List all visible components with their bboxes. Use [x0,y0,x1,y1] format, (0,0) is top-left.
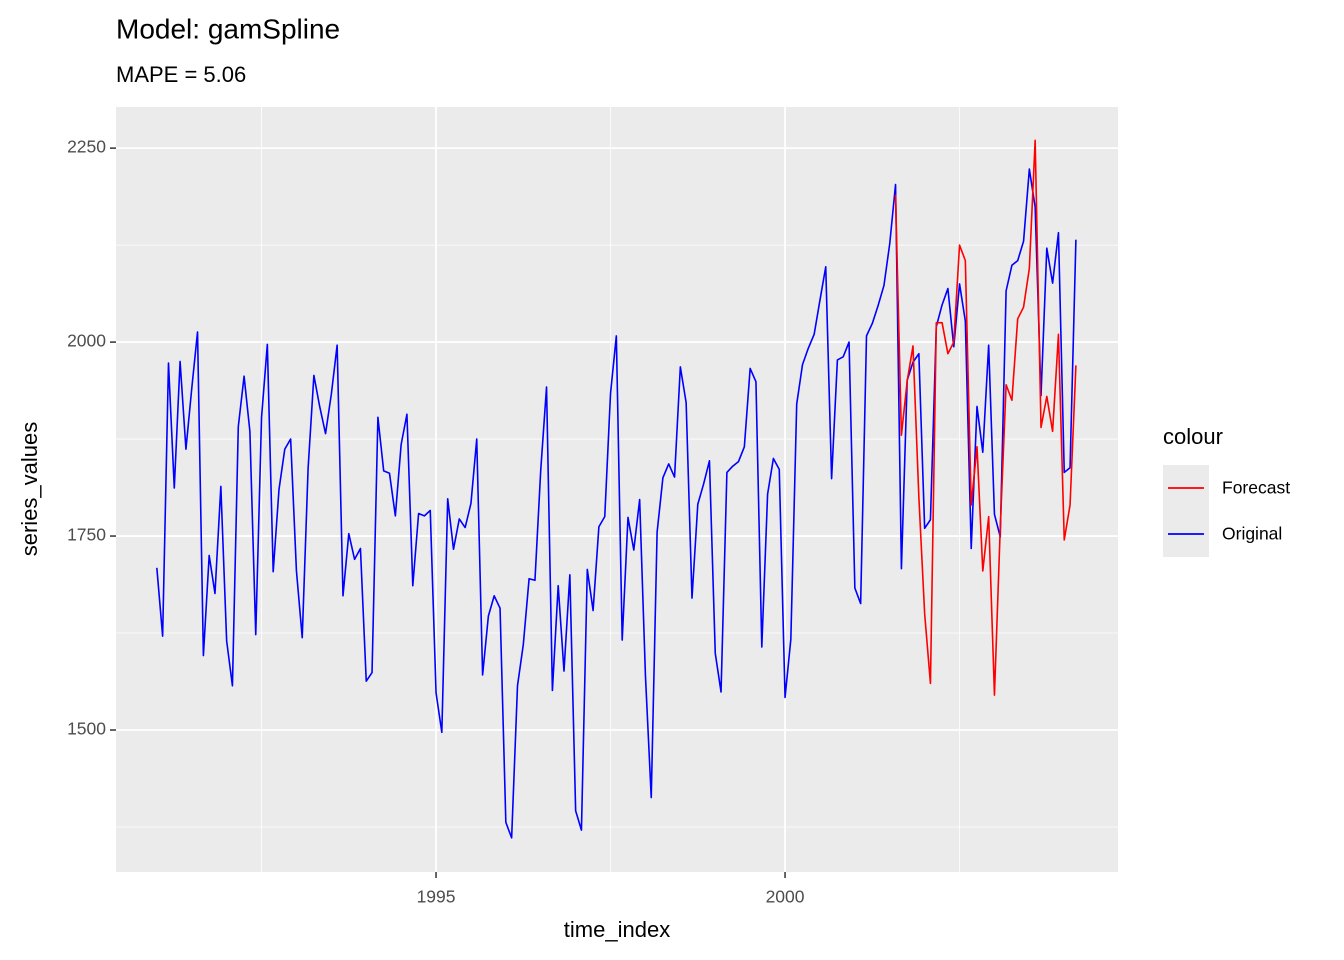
series-line [894,139,1077,696]
series-line [156,168,1077,839]
y-tick-label: 2000 [67,331,106,351]
panel [116,107,1118,872]
y-tick-label: 1500 [67,719,106,739]
legend-label: Forecast [1222,478,1290,498]
legend: Forecast Original [1163,465,1290,557]
chart-title: Model: gamSpline [116,13,340,44]
x-tick-label: 1995 [417,887,456,907]
x-axis-title: time_index [564,917,670,942]
y-tick-label: 2250 [67,137,106,157]
x-tick-label: 2000 [766,887,805,907]
legend-title: colour [1163,424,1223,449]
y-tick-label: 1750 [67,525,106,545]
lines [156,139,1077,839]
legend-label: Original [1222,524,1282,544]
chart-subtitle: MAPE = 5.06 [116,62,246,87]
y-axis-title: series_values [17,422,42,557]
